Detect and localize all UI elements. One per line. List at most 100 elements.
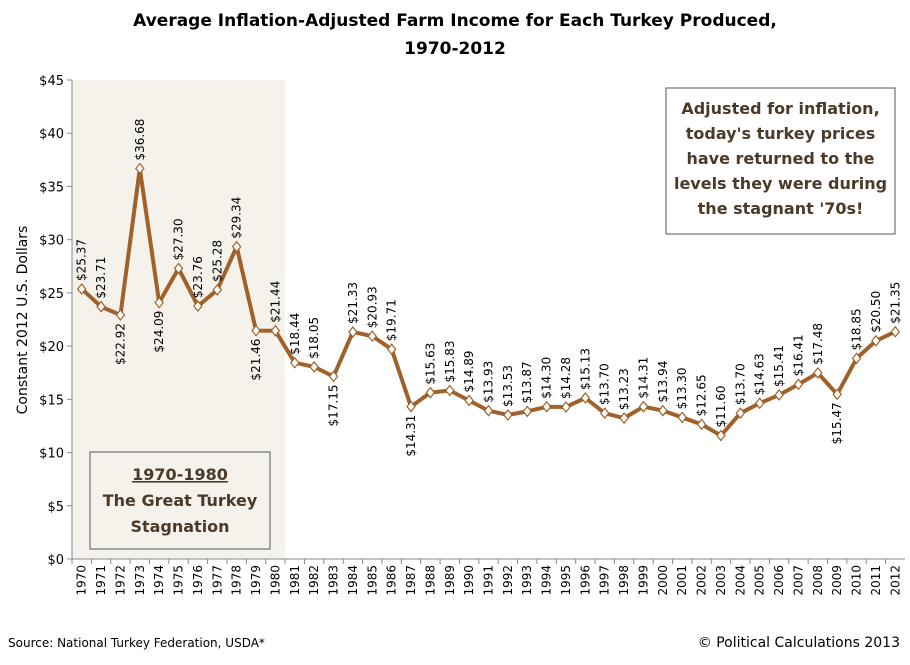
value-label: $29.34 — [230, 197, 244, 239]
marker — [270, 324, 281, 337]
value-label: $13.30 — [675, 367, 689, 409]
x-tick-label: 1992 — [501, 565, 515, 596]
value-label: $22.92 — [113, 323, 127, 365]
marker — [658, 404, 668, 417]
value-label: $14.63 — [753, 353, 767, 395]
x-tick-label: 1997 — [598, 565, 612, 596]
x-tick-label: 1980 — [268, 565, 282, 596]
value-label: $24.09 — [152, 311, 166, 353]
value-label: $20.93 — [365, 286, 379, 328]
x-tick-label: 2011 — [869, 565, 883, 596]
x-tick-label: 2007 — [791, 565, 805, 596]
annotation-text: 1970-1980 — [132, 465, 228, 484]
marker — [580, 391, 591, 404]
marker — [638, 400, 649, 413]
y-axis-label: Constant 2012 U.S. Dollars — [15, 226, 31, 415]
value-label: $17.48 — [811, 323, 825, 365]
marker — [115, 309, 126, 321]
marker — [774, 389, 784, 401]
value-label: $13.70 — [733, 363, 747, 405]
x-tick-label: 1999 — [636, 565, 650, 596]
x-tick-label: 1975 — [172, 565, 186, 596]
marker — [483, 404, 494, 417]
annotation-box — [89, 451, 271, 550]
annotation-text: the stagnant '70s! — [698, 199, 864, 218]
value-label: $25.37 — [75, 239, 89, 281]
y-tick-label: $15 — [39, 393, 64, 408]
x-tick-label: 2009 — [830, 565, 844, 596]
x-tick-label: 2005 — [753, 565, 767, 596]
y-tick-label: $40 — [39, 127, 64, 142]
x-tick-label: 2006 — [772, 565, 786, 596]
x-tick-label: 2000 — [656, 565, 670, 596]
marker — [677, 411, 687, 424]
value-label: $14.30 — [540, 357, 554, 399]
x-tick-label: 2004 — [733, 565, 747, 596]
marker — [212, 283, 223, 296]
marker — [348, 325, 358, 338]
marker — [425, 386, 436, 399]
x-tick-label: 1986 — [385, 565, 399, 596]
annotation-text: today's turkey prices — [686, 124, 876, 143]
value-label: $21.44 — [268, 281, 282, 323]
x-tick-label: 1973 — [133, 565, 147, 596]
x-tick-label: 1998 — [617, 565, 631, 596]
value-label: $17.15 — [327, 384, 341, 426]
marker — [76, 282, 87, 295]
x-tick-label: 1984 — [346, 565, 360, 596]
annotation-text: The Great Turkey — [103, 491, 258, 510]
x-tick-label: 1996 — [578, 565, 592, 596]
marker — [522, 405, 533, 418]
value-label: $18.44 — [288, 313, 302, 355]
x-tick-label: 1993 — [520, 565, 534, 596]
x-tick-label: 2003 — [714, 565, 728, 596]
value-label: $20.50 — [869, 291, 883, 333]
y-tick-label: $10 — [39, 447, 64, 462]
x-tick-label: 1988 — [423, 565, 437, 596]
y-tick-label: $30 — [39, 234, 64, 249]
x-tick-label: 1989 — [443, 565, 457, 596]
annotation-text: Adjusted for inflation, — [681, 99, 879, 118]
marker — [793, 378, 804, 391]
x-tick-label: 1976 — [191, 565, 205, 596]
marker — [367, 330, 378, 343]
x-tick-label: 1978 — [230, 565, 244, 596]
marker — [696, 418, 707, 431]
value-label: $21.33 — [346, 282, 360, 324]
annotation-text: have returned to the — [686, 149, 874, 168]
marker — [561, 401, 571, 413]
y-tick-label: $45 — [39, 74, 64, 89]
marker — [716, 429, 726, 442]
y-tick-label: $5 — [47, 500, 64, 515]
value-label: $14.28 — [559, 357, 573, 399]
x-tick-label: 2008 — [811, 565, 825, 596]
y-tick-label: $0 — [47, 553, 64, 568]
marker — [290, 356, 300, 369]
value-label: $18.85 — [850, 308, 864, 350]
value-label: $14.31 — [404, 415, 418, 457]
value-label: $15.13 — [578, 348, 592, 390]
value-label: $21.35 — [888, 282, 902, 324]
value-label: $14.89 — [462, 351, 476, 393]
x-tick-label: 1974 — [152, 565, 166, 596]
value-label: $13.94 — [656, 361, 670, 403]
marker — [851, 352, 862, 365]
annotation-text: Stagnation — [130, 517, 229, 536]
value-label: $13.70 — [598, 363, 612, 405]
x-tick-label: 2010 — [850, 565, 864, 596]
marker — [813, 366, 823, 379]
x-tick-label: 1982 — [307, 565, 321, 596]
marker — [251, 324, 261, 337]
marker — [619, 412, 629, 425]
marker — [135, 162, 145, 175]
value-label: $15.41 — [772, 345, 786, 387]
value-label: $23.76 — [191, 256, 205, 298]
value-label: $13.93 — [482, 361, 496, 403]
value-label: $12.65 — [695, 374, 709, 416]
y-tick-label: $25 — [39, 287, 64, 302]
marker — [832, 388, 842, 401]
x-tick-label: 1994 — [540, 565, 554, 596]
marker — [735, 407, 746, 420]
x-tick-label: 2012 — [888, 565, 902, 596]
